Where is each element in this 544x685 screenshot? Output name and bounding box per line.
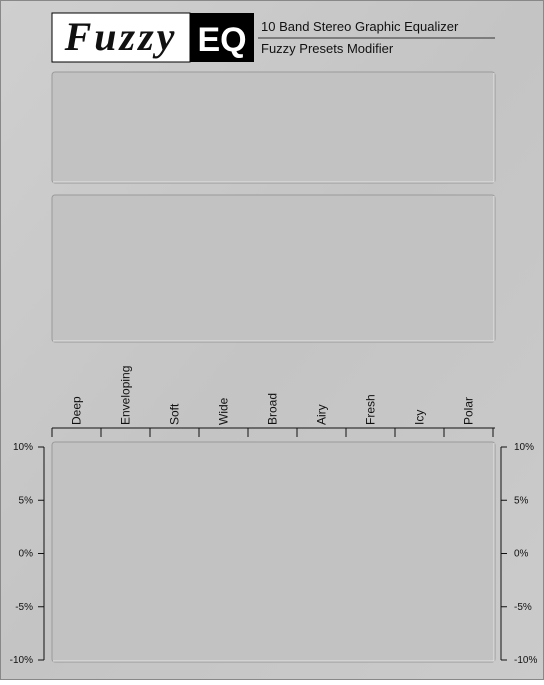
scale-label: 0%	[514, 549, 529, 560]
scale-label: -10%	[10, 655, 33, 666]
logo-box	[51, 12, 191, 63]
logo-text: Fuzzy	[64, 14, 178, 59]
preset-label: Airy	[315, 404, 329, 425]
title: 10 Band Stereo Graphic Equalizer	[261, 19, 459, 34]
preset-label: Fresh	[364, 394, 378, 425]
preset-label: Icy	[413, 410, 427, 425]
preset-label: Enveloping	[119, 366, 133, 425]
preset-label: Deep	[70, 396, 84, 425]
scale-label: 10%	[514, 442, 534, 453]
scale-label: 5%	[514, 495, 529, 506]
scale-label: 10%	[13, 442, 33, 453]
slider-panel	[51, 441, 496, 663]
scale-label: 5%	[19, 495, 34, 506]
logo-text: EQ	[197, 21, 246, 59]
preset-label: Broad	[266, 393, 280, 425]
preset-label: Wide	[217, 397, 231, 425]
subtitle: Fuzzy Presets Modifier	[261, 41, 394, 56]
scale-label: -10%	[514, 655, 537, 666]
display-panel	[51, 194, 496, 343]
scale-label: 0%	[19, 549, 34, 560]
logo-box-dark	[190, 13, 254, 62]
scale-label: -5%	[514, 602, 532, 613]
scale-label: -5%	[15, 602, 33, 613]
display-panel	[51, 71, 496, 184]
preset-label: Polar	[462, 397, 476, 425]
preset-label: Soft	[168, 403, 182, 425]
